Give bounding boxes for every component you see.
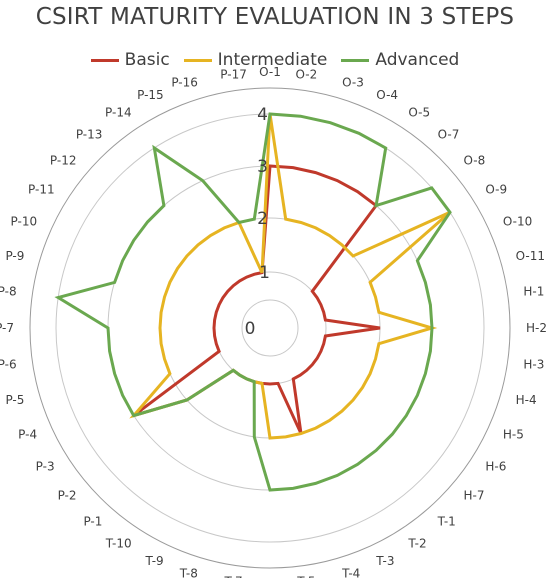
legend-label-intermediate: Intermediate (217, 50, 328, 70)
axis-label-p-2: P-2 (58, 489, 77, 503)
axis-label-p-3: P-3 (36, 459, 55, 473)
axis-label-p-9: P-9 (5, 249, 24, 263)
legend-item-advanced: Advanced (341, 50, 459, 70)
axis-label-o-11: O-11 (516, 249, 545, 263)
legend-item-basic: Basic (90, 50, 170, 70)
legend-label-advanced: Advanced (375, 50, 460, 70)
tick-label-0: 0 (245, 319, 256, 339)
axis-label-o-4: O-4 (376, 88, 398, 102)
legend-swatch-intermediate (183, 58, 212, 62)
axis-label-h-5: H-5 (503, 427, 524, 441)
legend-label-basic: Basic (124, 50, 170, 70)
chart-title: CSIRT MATURITY EVALUATION IN 3 STEPS (35, 4, 515, 30)
axis-label-t-5: T-5 (296, 574, 315, 578)
series-line-intermediate (129, 113, 451, 440)
axis-label-p-5: P-5 (5, 393, 24, 407)
tick-label-2: 2 (257, 209, 268, 229)
axis-label-t-8: T-8 (179, 567, 198, 578)
axis-label-o-2: O-2 (296, 68, 318, 82)
axis-label-o-9: O-9 (485, 183, 507, 197)
axis-label-p-17: P-17 (220, 68, 247, 82)
legend: Basic Intermediate Advanced (0, 50, 550, 70)
axis-label-h-7: H-7 (464, 489, 485, 503)
tick-label-1: 1 (259, 263, 270, 283)
legend-swatch-advanced (341, 58, 370, 62)
tick-label-3: 3 (257, 157, 268, 177)
axis-label-p-4: P-4 (18, 427, 37, 441)
axis-label-o-5: O-5 (408, 106, 430, 120)
axis-label-p-1: P-1 (83, 515, 102, 529)
axis-label-p-8: P-8 (0, 285, 17, 299)
axis-label-h-6: H-6 (485, 459, 506, 473)
axis-label-t-4: T-4 (341, 567, 360, 578)
series-line-basic (132, 164, 381, 435)
axis-label-t-2: T-2 (407, 536, 426, 550)
axis-label-t-3: T-3 (375, 554, 394, 568)
axis-label-h-1: H-1 (523, 285, 544, 299)
axis-label-t-10: T-10 (105, 536, 132, 550)
axis-label-t-9: T-9 (144, 554, 163, 568)
axis-label-p-12: P-12 (50, 153, 77, 167)
axis-label-h-4: H-4 (516, 393, 537, 407)
axis-label-o-8: O-8 (464, 153, 486, 167)
axis-label-p-11: P-11 (28, 183, 55, 197)
axis-label-p-13: P-13 (76, 128, 103, 142)
axis-label-p-10: P-10 (11, 215, 38, 229)
axis-label-p-15: P-15 (137, 88, 164, 102)
axis-label-o-10: O-10 (503, 215, 532, 229)
axis-label-o-3: O-3 (342, 75, 364, 89)
tick-label-4: 4 (257, 105, 268, 125)
axis-label-p-6: P-6 (0, 357, 17, 371)
axis-label-p-7: P-7 (0, 321, 14, 335)
legend-swatch-basic (90, 58, 119, 62)
axis-label-o-1: O-1 (259, 65, 281, 79)
axis-label-p-16: P-16 (171, 75, 198, 89)
grid-ring-0 (241, 299, 299, 357)
axis-label-h-2: H-2 (526, 321, 547, 335)
axis-label-p-14: P-14 (105, 106, 132, 120)
axis-label-h-3: H-3 (523, 357, 544, 371)
grid-ring-outer (29, 87, 511, 569)
axis-label-t-7: T-7 (223, 574, 242, 578)
legend-item-intermediate: Intermediate (183, 50, 328, 70)
axis-label-t-1: T-1 (437, 515, 456, 529)
series-line-advanced (54, 112, 452, 492)
axis-label-o-7: O-7 (438, 128, 460, 142)
